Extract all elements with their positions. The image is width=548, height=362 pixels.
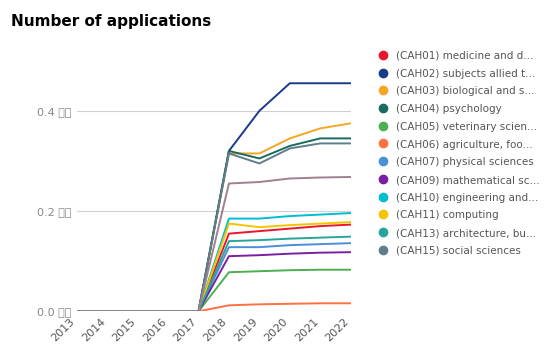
- Text: Number of applications: Number of applications: [11, 14, 211, 29]
- Legend: (CAH01) medicine and d..., (CAH02) subjects allied t..., (CAH03) biological and : (CAH01) medicine and d..., (CAH02) subje…: [373, 51, 540, 256]
